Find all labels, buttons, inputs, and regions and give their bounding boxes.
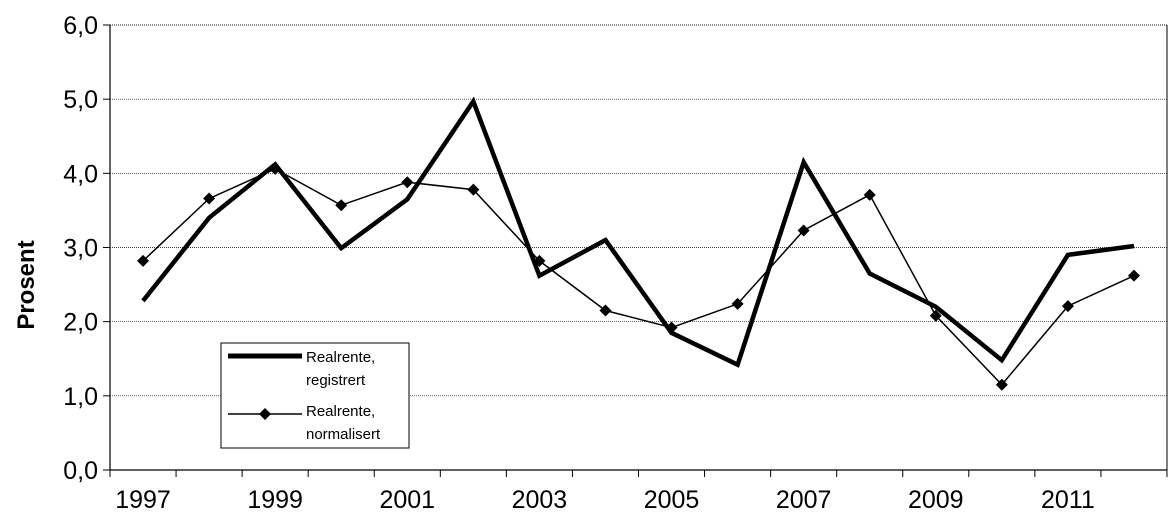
axes bbox=[103, 24, 1168, 477]
data-point-normalisert bbox=[203, 192, 216, 205]
legend-label-normalisert-line1: Realrente, bbox=[306, 403, 375, 420]
y-gridlines bbox=[110, 24, 1167, 397]
legend-marker-normalisert bbox=[259, 408, 271, 420]
x-tick-label: 2003 bbox=[512, 486, 568, 514]
x-tick-label: 2009 bbox=[908, 486, 964, 514]
y-tick-label: 5,0 bbox=[63, 86, 98, 114]
legend: Realrente, registrert Realrente, normali… bbox=[220, 342, 410, 449]
legend-label-registrert-line1: Realrente, bbox=[306, 349, 375, 366]
x-tick-label: 2011 bbox=[1041, 486, 1095, 514]
data-point-normalisert bbox=[1127, 269, 1140, 282]
series-line-registrert bbox=[141, 96, 1135, 368]
legend-box bbox=[220, 342, 410, 449]
y-axis-label: Prosent bbox=[13, 240, 40, 329]
series-line-normalisert bbox=[142, 168, 1135, 386]
data-point-normalisert bbox=[269, 162, 282, 175]
y-tick-label: 1,0 bbox=[63, 383, 98, 411]
data-point-normalisert bbox=[665, 321, 678, 334]
data-point-normalisert bbox=[401, 176, 414, 189]
x-tick-labels: 1997 1999 2001 2003 2005 2007 2009 2011 bbox=[115, 486, 1095, 514]
data-point-normalisert bbox=[599, 304, 612, 317]
data-point-normalisert bbox=[929, 309, 942, 322]
legend-label-normalisert-line2: normalisert bbox=[306, 426, 381, 443]
y-tick-label: 4,0 bbox=[63, 160, 98, 188]
data-point-normalisert bbox=[995, 378, 1008, 391]
series-lines bbox=[137, 96, 1140, 391]
data-point-normalisert bbox=[1061, 300, 1074, 313]
legend-label-registrert-line2: registrert bbox=[306, 372, 366, 389]
data-point-normalisert bbox=[467, 183, 480, 196]
y-tick-label: 0,0 bbox=[63, 457, 98, 485]
data-point-normalisert bbox=[731, 297, 744, 310]
data-point-normalisert bbox=[533, 254, 546, 267]
x-tick-label: 1997 bbox=[115, 486, 171, 514]
data-point-normalisert bbox=[797, 224, 810, 237]
data-point-normalisert bbox=[863, 188, 876, 201]
y-tick-label: 2,0 bbox=[63, 309, 98, 337]
y-tick-label: 6,0 bbox=[63, 12, 98, 40]
y-tick-labels: 0,0 1,0 2,0 3,0 4,0 5,0 6,0 bbox=[63, 12, 98, 485]
y-tick-label: 3,0 bbox=[63, 235, 98, 263]
x-tick-label: 2001 bbox=[379, 486, 435, 514]
data-point-normalisert bbox=[335, 199, 348, 212]
x-tick-label: 1999 bbox=[247, 486, 303, 514]
x-tick-label: 2005 bbox=[644, 486, 700, 514]
x-tick-label: 2007 bbox=[776, 486, 832, 514]
data-point-normalisert bbox=[137, 254, 150, 267]
